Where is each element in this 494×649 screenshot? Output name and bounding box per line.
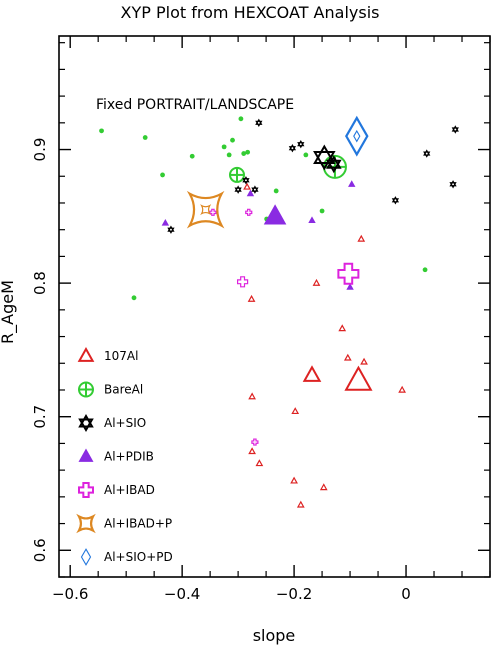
point-al-ibad <box>251 438 259 446</box>
legend-label-al-sio: Al+SIO <box>104 416 146 430</box>
point-107al <box>344 365 373 391</box>
point-al-ibad <box>236 276 249 288</box>
point-107al <box>291 407 300 415</box>
x-axis-title: slope <box>253 626 296 645</box>
point-107al <box>319 483 328 491</box>
point-al-sio <box>423 149 431 158</box>
point-107al <box>302 365 322 382</box>
point-al-pdib <box>263 204 287 225</box>
point-al-sio-pd <box>345 115 369 157</box>
point-al-pdib <box>308 216 316 223</box>
point-al-ibad <box>337 262 360 285</box>
point-107al <box>360 357 368 365</box>
point-107al <box>312 278 321 286</box>
point-bareal <box>221 144 227 150</box>
chart-annotation: Fixed PORTRAIT/LANDSCAPE <box>96 97 294 113</box>
point-al-sio <box>297 139 305 149</box>
x-axis-ticks: −0.6 −0.4 −0.2 0 <box>52 36 491 603</box>
x-tick-label: −0.6 <box>52 585 88 603</box>
point-107al <box>338 324 347 332</box>
point-bareal <box>189 153 195 159</box>
legend-label-al-sio-pd: Al+SIO+PD <box>104 550 173 564</box>
data-points <box>99 115 459 508</box>
y-axis-ticks: 0.6 0.7 0.8 0.9 <box>31 42 490 578</box>
point-bareal <box>142 135 148 140</box>
x-tick-label: 0 <box>401 585 411 603</box>
point-al-sio <box>288 144 297 153</box>
point-bareal <box>160 172 165 178</box>
y-tick-label: 0.7 <box>31 405 49 429</box>
point-al-ibad-p <box>200 204 212 216</box>
point-al-sio <box>167 225 175 234</box>
x-tick-label: −0.2 <box>276 585 312 603</box>
legend-label-al-ibad: Al+IBAD <box>104 483 155 497</box>
point-bareal <box>131 295 137 301</box>
y-tick-label: 0.9 <box>31 138 49 162</box>
point-107al <box>248 392 256 400</box>
point-al-sio <box>255 118 263 128</box>
legend-marker-bareal <box>78 381 94 398</box>
legend-marker-al-ibad-p <box>76 513 96 534</box>
point-al-pdib <box>346 283 354 290</box>
point-bareal <box>230 137 235 143</box>
point-bareal <box>303 152 309 158</box>
legend-label-al-ibad-p: Al+IBAD+P <box>104 517 172 531</box>
point-107al <box>247 294 256 302</box>
point-107al <box>343 353 352 361</box>
point-107al <box>398 385 406 393</box>
point-107al <box>248 447 256 455</box>
legend-marker-al-sio-pd <box>80 548 92 566</box>
y-tick-label: 0.6 <box>31 538 49 562</box>
point-al-pdib <box>161 218 170 226</box>
point-al-sio-pd <box>353 129 361 143</box>
point-al-sio <box>451 125 459 134</box>
chart-title: XYP Plot from HEXCOAT Analysis <box>121 3 380 22</box>
point-al-ibad-p <box>186 190 225 229</box>
point-al-pdib <box>246 189 255 197</box>
point-107al <box>255 459 264 467</box>
point-bareal <box>238 116 244 122</box>
point-al-sio <box>251 185 259 194</box>
point-bareal <box>319 208 325 214</box>
point-al-ibad <box>245 208 253 216</box>
legend-label-107al: 107Al <box>104 349 138 363</box>
point-bareal <box>226 152 232 158</box>
point-bareal <box>245 149 251 155</box>
legend-marker-al-sio <box>78 413 94 433</box>
legend-marker-al-pdib <box>78 448 94 462</box>
point-107al <box>290 476 298 484</box>
point-bareal <box>422 267 428 273</box>
point-bareal <box>228 166 245 183</box>
point-al-sio <box>242 176 250 185</box>
legend-label-al-pdib: Al+PDIB <box>104 450 154 464</box>
point-al-sio <box>391 196 400 205</box>
point-bareal <box>273 188 279 194</box>
point-107al <box>296 500 305 508</box>
legend-label-bareal: BareAl <box>104 383 143 397</box>
point-al-sio <box>234 185 242 194</box>
point-107al <box>357 234 366 242</box>
point-al-sio <box>449 180 457 189</box>
x-tick-label: −0.4 <box>164 585 200 603</box>
point-bareal <box>99 128 104 134</box>
point-al-pdib <box>348 180 356 187</box>
point-al-ibad <box>209 208 217 216</box>
y-axis-title: R_AgeM <box>0 280 18 344</box>
plot-frame <box>58 35 491 578</box>
point-al-sio <box>326 155 342 174</box>
legend: 107Al BareAl Al+SIO Al+PDIB Al+IBAD Al+IBAD+P… <box>76 346 173 566</box>
legend-marker-al-ibad <box>78 482 94 498</box>
y-tick-label: 0.8 <box>31 271 49 295</box>
point-107al <box>243 182 251 190</box>
legend-marker-107al <box>77 346 95 362</box>
point-bareal <box>241 151 247 156</box>
